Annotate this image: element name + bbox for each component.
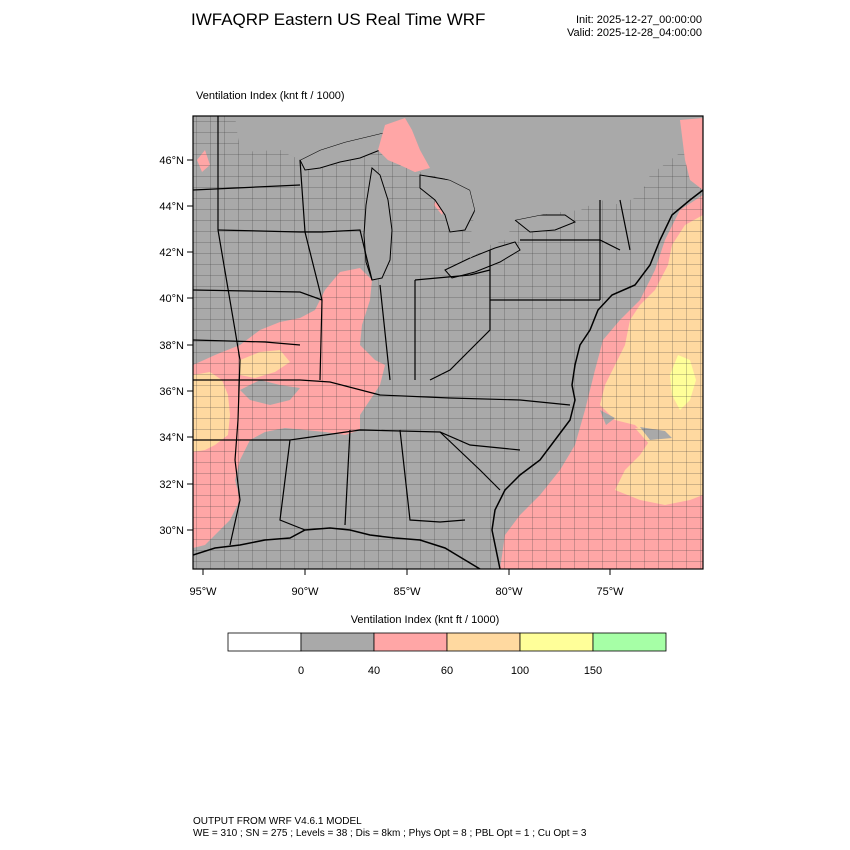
colorbar-swatch	[300, 632, 375, 652]
map-frame	[192, 115, 704, 570]
lon-label: 95°W	[189, 586, 217, 598]
lat-label: 30°N	[159, 525, 184, 537]
lat-label: 40°N	[159, 293, 184, 305]
model-info-line2: WE = 310 ; SN = 275 ; Levels = 38 ; Dis …	[193, 828, 587, 839]
lat-label: 46°N	[159, 155, 184, 167]
colorbar-title: Ventilation Index (knt ft / 1000)	[350, 614, 500, 626]
lake-michigan	[363, 167, 393, 281]
colorbar-tick-label: 40	[368, 665, 380, 677]
model-info-line1: OUTPUT FROM WRF V4.6.1 MODEL	[193, 816, 362, 827]
lat-label: 36°N	[159, 386, 184, 398]
state-boundaries	[193, 116, 631, 546]
lat-label: 34°N	[159, 432, 184, 444]
map-variable-label: Ventilation Index (knt ft / 1000)	[196, 90, 345, 102]
colorbar-swatch	[519, 632, 594, 652]
page-title: IWFAQRP Eastern US Real Time WRF	[191, 10, 486, 29]
canada-region	[235, 116, 703, 258]
lon-axis	[202, 569, 611, 575]
lat-axis	[187, 159, 193, 531]
init-time: Init: 2025-12-27_00:00:00	[576, 14, 702, 26]
field-ne-pink	[680, 118, 703, 190]
lat-label: 38°N	[159, 340, 184, 352]
lat-label: 32°N	[159, 479, 184, 491]
colorbar-swatch	[373, 632, 448, 652]
field-up-pink-top	[378, 118, 430, 172]
colorbar-tick-label: 100	[511, 665, 529, 677]
lat-label: 44°N	[159, 201, 184, 213]
map-field	[193, 116, 703, 569]
colorbar-swatch	[446, 632, 521, 652]
gulf-coastline	[193, 527, 481, 569]
lon-label: 75°W	[596, 586, 624, 598]
lon-label: 90°W	[291, 586, 319, 598]
colorbar-tick-label: 0	[298, 665, 304, 677]
lon-label: 80°W	[495, 586, 523, 598]
colorbar-tick-label: 60	[441, 665, 453, 677]
lon-label: 85°W	[393, 586, 421, 598]
colorbar-swatch	[592, 632, 667, 652]
atlantic-coastline	[491, 189, 703, 569]
colorbar-tick-label: 150	[584, 665, 602, 677]
lat-label: 42°N	[159, 247, 184, 259]
colorbar-swatch	[227, 632, 302, 652]
colorbar	[227, 632, 667, 652]
valid-time: Valid: 2025-12-28_04:00:00	[567, 27, 702, 39]
